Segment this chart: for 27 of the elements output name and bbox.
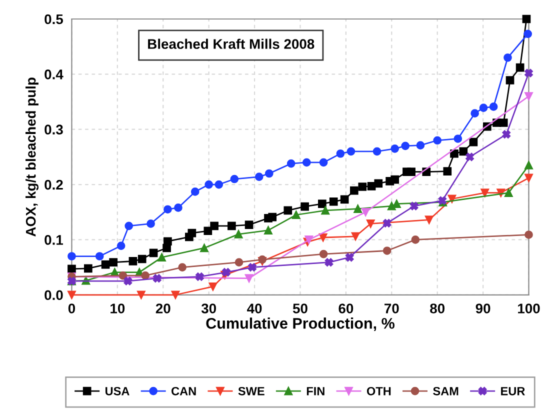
legend-label: SAM [433,386,458,396]
x-tick-label: 80 [430,304,445,314]
legend-label: SWE [238,386,264,396]
y-tick-label: 0.5 [44,14,64,24]
legend-label: EUR [501,387,525,396]
x-tick-label: 20 [156,304,170,314]
x-tick-label: 100 [518,304,540,314]
legend-label: OTH [366,386,391,396]
x-axis-title: Cumulative Production, % [206,318,394,331]
y-tick-label: 0.2 [44,180,63,190]
text: Bleached Kraft Mills 2008 [148,38,314,49]
x-tick-label: 90 [476,304,490,314]
x-tick-label: 10 [110,304,125,314]
y-tick-label: 0.1 [44,235,64,245]
x-tick-label: 40 [247,304,262,314]
x-tick-label: 30 [201,304,216,314]
x-tick-label: 50 [292,304,308,314]
legend-label: CAN [172,386,196,396]
y-tick-label: 0.4 [44,70,64,80]
legend-label: FIN [306,387,324,396]
x-tick-label: 0 [68,304,76,314]
x-tick-label: 60 [338,304,354,314]
y-axis-title: AOX, kg/t bleached pulp [26,78,39,236]
x-tick-label: 70 [384,304,399,314]
y-tick-label: 0.3 [44,124,63,135]
y-tick-label: 0.0 [44,290,63,300]
legend-label: USA [106,386,130,396]
